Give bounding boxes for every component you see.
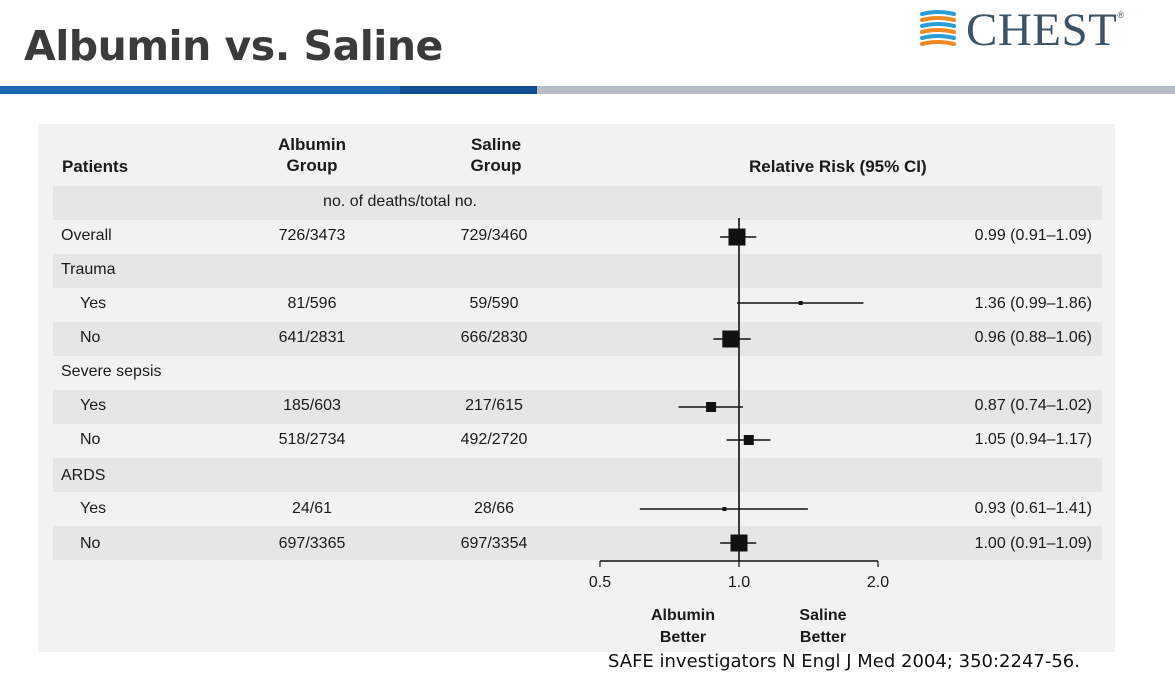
citation: SAFE investigators N Engl J Med 2004; 35…: [608, 651, 1080, 672]
header-albumin-line2: Group: [286, 156, 338, 175]
point-estimate: [728, 228, 746, 246]
slide-title: Albumin vs. Saline: [24, 22, 443, 70]
point-estimate: [798, 301, 803, 305]
header-saline-line2: Group: [470, 156, 522, 175]
rr-value: 0.87 (0.74–1.02): [974, 397, 1092, 414]
chest-logo-text: CHEST: [966, 4, 1118, 56]
header-bar-dark-blue: [400, 86, 537, 94]
albumin-value: 81/596: [287, 295, 337, 312]
row-stripe: [53, 390, 1102, 424]
point-estimate: [722, 330, 740, 348]
saline-value: 217/615: [465, 397, 523, 414]
saline-better-line2: Better: [799, 629, 847, 646]
albumin-better-line2: Better: [659, 629, 707, 646]
row-label: No: [80, 431, 101, 448]
row-stripe: [53, 322, 1102, 356]
saline-value: 697/3354: [460, 535, 528, 552]
saline-value: 59/590: [469, 295, 519, 312]
albumin-value: 24/61: [291, 500, 333, 517]
header-patients: Patients: [62, 157, 129, 176]
albumin-better-line1: Albumin: [651, 607, 715, 624]
albumin-value: 518/2734: [278, 431, 346, 448]
albumin-value: 641/2831: [278, 329, 346, 346]
row-stripe: [53, 186, 1102, 220]
header-albumin-line1: Albumin: [278, 135, 346, 154]
albumin-value: 697/3365: [278, 535, 346, 552]
rr-value: 1.05 (0.94–1.17): [974, 431, 1092, 448]
albumin-value: 726/3473: [278, 227, 346, 244]
x-tick-label: 2.0: [867, 574, 889, 591]
chest-logo-icon: [920, 10, 956, 46]
row-stripe: [53, 254, 1102, 288]
saline-better-label: Saline Better: [799, 605, 846, 649]
row-stripe: [53, 526, 1102, 560]
saline-better-line1: Saline: [799, 607, 847, 624]
header-saline-line1: Saline: [470, 135, 522, 154]
point-estimate: [730, 534, 748, 552]
saline-value: 666/2830: [460, 329, 528, 346]
row-label: ARDS: [61, 467, 106, 484]
header-albumin: Albumin Group: [252, 134, 372, 176]
header-bar-blue: [0, 86, 400, 94]
row-label: Yes: [80, 397, 107, 414]
subheader-deaths: no. of deaths/total no.: [323, 193, 477, 210]
row-label: Overall: [61, 227, 112, 244]
albumin-better-label: Albumin Better: [651, 605, 715, 649]
row-label: Severe sepsis: [61, 363, 162, 380]
row-label: No: [80, 535, 101, 552]
point-estimate: [722, 507, 727, 511]
x-tick-label: 1.0: [728, 574, 750, 591]
row-label: Yes: [80, 500, 107, 517]
registered-mark: ®: [1117, 10, 1124, 20]
saline-value: 729/3460: [460, 227, 528, 244]
row-label: Trauma: [61, 261, 116, 278]
rr-value: 0.99 (0.91–1.09): [974, 227, 1092, 244]
header-relative-risk: Relative Risk (95% CI): [749, 157, 927, 176]
row-stripe: [53, 458, 1102, 492]
point-estimate: [706, 402, 717, 412]
header-bar-gray: [537, 86, 1175, 94]
chest-logo: CHEST ®: [918, 4, 1124, 56]
row-label: No: [80, 329, 101, 346]
saline-value: 492/2720: [460, 431, 528, 448]
row-label: Yes: [80, 295, 107, 312]
header-saline: Saline Group: [436, 134, 556, 176]
point-estimate: [743, 435, 754, 445]
rr-value: 0.93 (0.61–1.41): [974, 500, 1092, 517]
albumin-value: 185/603: [283, 397, 341, 414]
saline-value: 28/66: [473, 500, 515, 517]
rr-value: 1.00 (0.91–1.09): [974, 535, 1092, 552]
rr-value: 1.36 (0.99–1.86): [974, 295, 1092, 312]
rr-value: 0.96 (0.88–1.06): [974, 329, 1092, 346]
x-tick-label: 0.5: [589, 574, 611, 591]
